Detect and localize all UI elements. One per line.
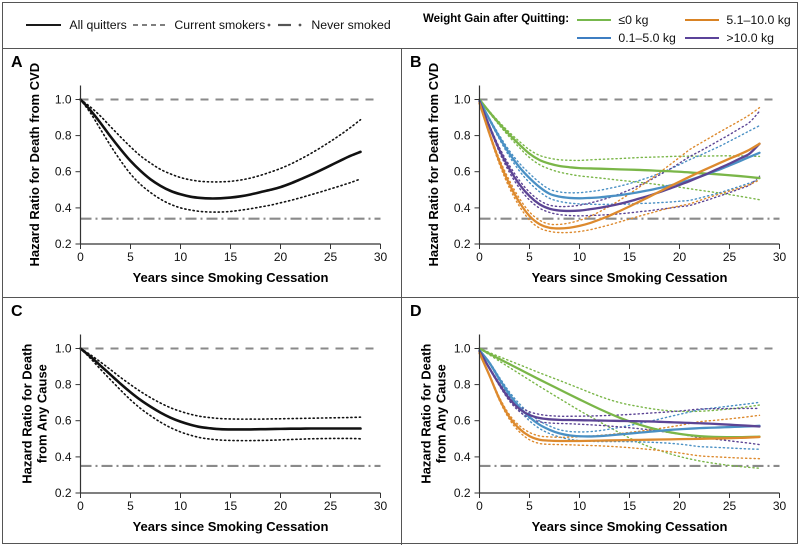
svg-text:15: 15 (623, 250, 637, 264)
svg-text:1.0: 1.0 (55, 93, 72, 107)
svg-text:10: 10 (573, 250, 587, 264)
svg-text:20: 20 (274, 499, 288, 513)
svg-text:25: 25 (723, 250, 737, 264)
svg-text:0.6: 0.6 (454, 165, 471, 179)
svg-text:0.6: 0.6 (454, 414, 471, 428)
svg-text:0.2: 0.2 (454, 486, 471, 500)
svg-text:0.4: 0.4 (454, 201, 471, 215)
svg-text:5: 5 (526, 250, 533, 264)
svg-text:5: 5 (127, 499, 134, 513)
svg-text:25: 25 (324, 250, 338, 264)
svg-text:from Any Cause: from Any Cause (434, 364, 449, 463)
svg-text:1.0: 1.0 (454, 93, 471, 107)
svg-text:0.8: 0.8 (454, 378, 471, 392)
svg-text:Years since Smoking Cessation: Years since Smoking Cessation (133, 519, 329, 534)
svg-text:30: 30 (773, 499, 787, 513)
svg-text:Hazard Ratio for Death: Hazard Ratio for Death (419, 344, 434, 484)
svg-text:0.6: 0.6 (55, 165, 72, 179)
svg-text:0.4: 0.4 (55, 450, 72, 464)
svg-text:0.2: 0.2 (55, 486, 72, 500)
svg-text:Years since Smoking Cessation: Years since Smoking Cessation (532, 270, 728, 285)
svg-text:Hazard Ratio for Death from CV: Hazard Ratio for Death from CVD (426, 63, 441, 267)
svg-text:Years since Smoking Cessation: Years since Smoking Cessation (532, 519, 728, 534)
svg-text:10: 10 (174, 499, 188, 513)
svg-text:30: 30 (374, 250, 388, 264)
svg-text:20: 20 (274, 250, 288, 264)
svg-text:A: A (11, 54, 23, 71)
svg-text:0.6: 0.6 (55, 414, 72, 428)
svg-text:10: 10 (174, 250, 188, 264)
svg-text:0.4: 0.4 (55, 201, 72, 215)
svg-text:0: 0 (77, 250, 84, 264)
svg-text:15: 15 (224, 499, 238, 513)
svg-text:Years since Smoking Cessation: Years since Smoking Cessation (133, 270, 329, 285)
svg-text:15: 15 (623, 499, 637, 513)
svg-text:from Any Cause: from Any Cause (35, 364, 50, 463)
svg-text:0.2: 0.2 (55, 237, 72, 251)
svg-text:20: 20 (673, 250, 687, 264)
svg-text:1.0: 1.0 (454, 342, 471, 356)
svg-text:20: 20 (673, 499, 687, 513)
svg-text:Hazard Ratio for Death from CV: Hazard Ratio for Death from CVD (27, 63, 42, 267)
svg-text:1.0: 1.0 (55, 342, 72, 356)
svg-text:D: D (410, 303, 422, 320)
svg-text:Hazard Ratio for Death: Hazard Ratio for Death (20, 344, 35, 484)
svg-text:10: 10 (573, 499, 587, 513)
svg-text:5: 5 (127, 250, 134, 264)
svg-text:0: 0 (476, 250, 483, 264)
svg-text:0: 0 (77, 499, 84, 513)
svg-text:25: 25 (723, 499, 737, 513)
svg-text:0.8: 0.8 (454, 129, 471, 143)
svg-text:0.2: 0.2 (454, 237, 471, 251)
svg-text:15: 15 (224, 250, 238, 264)
svg-text:30: 30 (374, 499, 388, 513)
svg-text:C: C (11, 303, 23, 320)
svg-text:0.8: 0.8 (55, 129, 72, 143)
svg-text:0.4: 0.4 (454, 450, 471, 464)
svg-text:B: B (410, 54, 422, 71)
svg-text:0.8: 0.8 (55, 378, 72, 392)
svg-text:25: 25 (324, 499, 338, 513)
svg-text:5: 5 (526, 499, 533, 513)
svg-text:0: 0 (476, 499, 483, 513)
svg-text:30: 30 (773, 250, 787, 264)
